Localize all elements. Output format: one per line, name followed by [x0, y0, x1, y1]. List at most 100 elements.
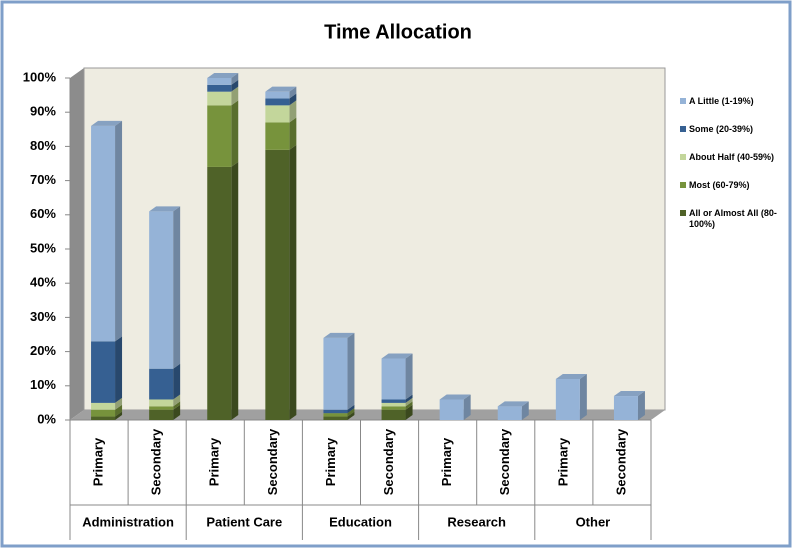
- bar-side: [115, 336, 123, 403]
- legend-item: Some (20-39%): [680, 124, 786, 135]
- bar: [91, 409, 116, 417]
- x-tick-label: Secondary: [497, 428, 512, 495]
- y-tick-label: 50%: [30, 240, 56, 255]
- y-tick-label: 0%: [37, 411, 56, 426]
- bar-side: [289, 93, 297, 106]
- bar: [265, 98, 290, 106]
- bar-top: [149, 206, 181, 212]
- bar-side: [405, 401, 413, 410]
- bar-side: [115, 404, 123, 417]
- bar-side: [173, 404, 181, 420]
- bar: [265, 149, 290, 420]
- x-tick-label: Primary: [90, 437, 105, 486]
- bar-side: [231, 161, 239, 421]
- bar: [323, 413, 348, 417]
- bar: [323, 409, 348, 414]
- bar-side: [289, 100, 297, 123]
- y-tick-label: 30%: [30, 309, 56, 324]
- bar-top: [323, 332, 355, 338]
- bar-side: [347, 332, 355, 410]
- legend-label: Most (60-79%): [689, 180, 750, 190]
- bar: [91, 416, 116, 420]
- y-tick-label: 80%: [30, 138, 56, 153]
- back-wall: [83, 67, 666, 411]
- bar-side: [347, 404, 355, 414]
- bar-side: [231, 73, 239, 85]
- bar: [381, 409, 406, 420]
- group-label: Patient Care: [206, 514, 282, 529]
- bar: [381, 358, 406, 400]
- legend-swatch: [680, 126, 686, 132]
- x-tick-label: Primary: [439, 437, 454, 486]
- bar-side: [173, 206, 181, 369]
- bar: [207, 105, 232, 167]
- x-tick-label: Secondary: [613, 428, 628, 495]
- x-tick-label: Primary: [555, 437, 570, 486]
- bar-top: [439, 394, 471, 400]
- legend-swatch: [680, 210, 686, 216]
- bar: [91, 341, 116, 403]
- legend-item: All or Almost All (80-100%): [680, 208, 786, 230]
- bar-side: [405, 353, 413, 400]
- bar: [207, 78, 232, 85]
- bar-side: [347, 411, 355, 420]
- legend-item: A Little (1-19%): [680, 96, 786, 107]
- bar: [265, 91, 290, 99]
- bar: [381, 406, 406, 410]
- bar-side: [231, 100, 239, 167]
- bar-side: [405, 404, 413, 420]
- bar-top: [613, 391, 645, 397]
- legend-label: About Half (40-59%): [689, 152, 775, 162]
- bar: [323, 337, 348, 410]
- group-label: Education: [329, 514, 392, 529]
- x-tick-label: Primary: [323, 437, 338, 486]
- bar: [149, 409, 174, 420]
- bar-side: [637, 391, 645, 420]
- legend-swatch: [680, 154, 686, 160]
- bar: [149, 211, 174, 369]
- y-tick-label: 100%: [23, 69, 57, 84]
- bar-side: [405, 394, 413, 403]
- x-tick-label: Secondary: [265, 428, 280, 495]
- bar-side: [521, 401, 529, 420]
- bar-side: [347, 408, 355, 417]
- bar-side: [463, 394, 471, 420]
- bar: [497, 406, 522, 420]
- legend-item: About Half (40-59%): [680, 152, 786, 163]
- bar: [323, 416, 348, 420]
- chart-title: Time Allocation: [324, 21, 472, 43]
- bar: [439, 399, 464, 420]
- bar-side: [173, 363, 181, 400]
- y-tick-label: 60%: [30, 206, 56, 221]
- group-label: Administration: [82, 514, 174, 529]
- bar-side: [173, 394, 181, 407]
- bar-top: [555, 373, 587, 379]
- bar-side: [173, 401, 181, 410]
- y-tick-label: 90%: [30, 104, 56, 119]
- bar-side: [231, 79, 239, 92]
- bar-side: [579, 373, 587, 420]
- bar: [91, 402, 116, 410]
- bar-side: [115, 411, 123, 420]
- y-tick-label: 10%: [30, 377, 56, 392]
- bar: [207, 91, 232, 106]
- x-tick-label: Secondary: [381, 428, 396, 495]
- legend: A Little (1-19%) Some (20-39%) About Half …: [680, 96, 786, 247]
- side-wall: [70, 68, 84, 420]
- legend-swatch: [680, 98, 686, 104]
- bar: [91, 125, 116, 342]
- bar: [555, 378, 580, 420]
- bar-side: [115, 120, 123, 342]
- bar: [265, 105, 290, 123]
- bar-side: [289, 117, 297, 150]
- y-tick-label: 20%: [30, 343, 56, 358]
- bar-top: [497, 401, 529, 407]
- bar-top: [265, 86, 297, 92]
- bar-top: [207, 73, 239, 78]
- y-tick-label: 40%: [30, 275, 56, 290]
- bar-top: [91, 120, 123, 126]
- bar: [149, 399, 174, 407]
- bar-side: [289, 86, 297, 99]
- bar-top: [381, 353, 413, 359]
